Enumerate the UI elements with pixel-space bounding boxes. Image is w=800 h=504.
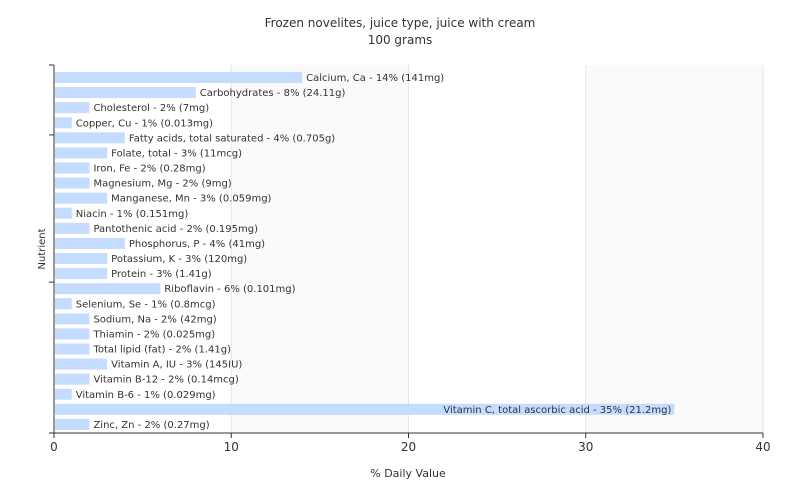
bar [55, 283, 161, 295]
bar-label: Vitamin B-12 - 2% (0.14mcg) [93, 375, 238, 386]
bar [55, 403, 675, 415]
bar [55, 102, 90, 114]
y-axis-label: Nutrient [37, 228, 48, 269]
bar-label: Vitamin C, total ascorbic acid - 35% (21… [443, 405, 671, 416]
bar-label: Niacin - 1% (0.151mg) [76, 209, 189, 220]
bar-label: Carbohydrates - 8% (24.11g) [200, 88, 346, 99]
bar-label: Cholesterol - 2% (7mg) [93, 103, 209, 114]
bar-label: Manganese, Mn - 3% (0.059mg) [111, 194, 271, 205]
bar-label: Protein - 3% (1.41g) [111, 269, 212, 280]
bar [55, 147, 108, 159]
bar-label: Magnesium, Mg - 2% (9mg) [93, 179, 231, 190]
chart-title: Frozen novelites, juice type, juice with… [265, 16, 536, 30]
bar-label: Thiamin - 2% (0.025mg) [92, 329, 215, 340]
bar-label: Fatty acids, total saturated - 4% (0.705… [129, 133, 335, 144]
bar [55, 328, 90, 340]
bar [55, 192, 108, 204]
grid-lines [230, 65, 764, 433]
bar-label: Zinc, Zn - 2% (0.27mg) [93, 420, 209, 431]
bar [55, 373, 90, 385]
x-tick-label: 30 [578, 440, 593, 454]
bar-label: Riboflavin - 6% (0.101mg) [164, 284, 295, 295]
bar [55, 222, 90, 234]
bar [55, 268, 108, 280]
bar-label: Selenium, Se - 1% (0.8mcg) [76, 299, 216, 310]
bar-label: Folate, total - 3% (11mcg) [111, 148, 242, 159]
bar [55, 162, 90, 174]
bar [55, 177, 90, 189]
bar-labels: Calcium, Ca - 14% (141mg) Carbohydrates -… [76, 73, 672, 431]
bar-label: Sodium, Na - 2% (42mg) [93, 314, 216, 325]
bar [55, 298, 72, 310]
bar [55, 343, 90, 355]
x-axis-ticks: 0 10 20 30 40 [50, 433, 771, 454]
bar-label: Iron, Fe - 2% (0.28mg) [93, 164, 205, 175]
chart-subtitle: 100 grams [368, 33, 433, 47]
plot-band [408, 65, 586, 433]
x-tick-label: 10 [224, 440, 239, 454]
bar-label: Potassium, K - 3% (120mg) [111, 254, 247, 265]
bar [55, 117, 72, 129]
bar [55, 207, 72, 219]
bar-label: Vitamin A, IU - 3% (145IU) [111, 360, 242, 371]
bar-label: Vitamin B-6 - 1% (0.029mg) [76, 390, 216, 401]
plot-band [54, 65, 232, 433]
bar [55, 237, 125, 249]
bar [55, 132, 125, 144]
bar [55, 253, 108, 264]
bar-label: Pantothenic acid - 2% (0.195mg) [93, 224, 258, 235]
x-axis-label: % Daily Value [370, 467, 446, 480]
plot-band [231, 65, 409, 433]
bar [55, 388, 72, 400]
bar [55, 358, 108, 370]
bar-label: Phosphorus, P - 4% (41mg) [129, 239, 265, 250]
x-tick-label: 0 [50, 440, 58, 454]
bar [55, 313, 90, 325]
bar-label: Total lipid (fat) - 2% (1.41g) [92, 345, 231, 356]
bar [55, 418, 90, 430]
bar [55, 72, 303, 83]
x-tick-label: 20 [401, 440, 416, 454]
x-tick-label: 40 [755, 440, 770, 454]
plot-band [585, 65, 763, 433]
bar [55, 87, 196, 99]
bar-label: Calcium, Ca - 14% (141mg) [306, 73, 444, 84]
bars [55, 72, 675, 430]
bar-label: Copper, Cu - 1% (0.013mg) [76, 118, 213, 129]
